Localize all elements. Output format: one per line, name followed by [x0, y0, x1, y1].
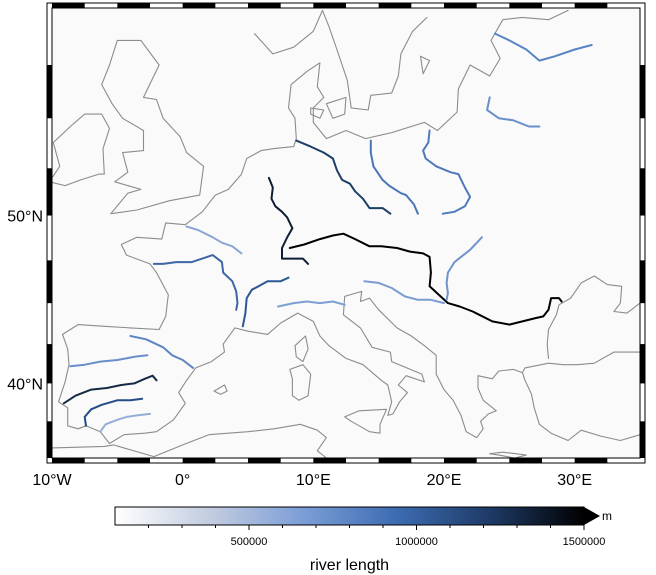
- frame-segment: [509, 458, 542, 463]
- frame-segment: [640, 260, 645, 304]
- y-axis-labels: 40°N 50°N: [7, 209, 43, 394]
- frame-segment: [509, 3, 542, 8]
- river-ebro[interactable]: [129, 335, 195, 369]
- rivers: [62, 32, 593, 433]
- frame-segment: [47, 260, 52, 304]
- river-guadalquivir[interactable]: [99, 412, 151, 433]
- river-daugava[interactable]: [494, 32, 593, 62]
- river-drava-sava[interactable]: [363, 280, 445, 305]
- frame-segment: [248, 3, 281, 8]
- frame-segment: [444, 3, 477, 8]
- river-rhone[interactable]: [241, 276, 290, 328]
- coastline-sardinia: [289, 364, 312, 401]
- river-seine[interactable]: [185, 225, 243, 255]
- colorbar: m 500000 1000000 1500000 river length: [114, 506, 612, 574]
- coastline-adriatic-east-balkans: [521, 367, 526, 374]
- frame-segment: [574, 458, 608, 463]
- x-tick-label: 30°E: [557, 472, 592, 489]
- frame-segment: [47, 168, 52, 216]
- frame-segment: [640, 65, 645, 119]
- river-po[interactable]: [277, 300, 346, 308]
- river-oder[interactable]: [369, 139, 419, 215]
- river-loire[interactable]: [152, 254, 239, 311]
- frame-segment: [640, 168, 645, 216]
- coastline-mediterranean: [222, 290, 641, 442]
- coastline-iberia: [57, 324, 226, 445]
- river-neman[interactable]: [486, 96, 541, 128]
- frame-segment: [313, 458, 346, 463]
- colorbar-extension-triangle: [584, 507, 600, 525]
- river-tagus[interactable]: [62, 374, 158, 405]
- coastlines: [48, 9, 641, 459]
- river-douro[interactable]: [69, 354, 149, 368]
- coastline-scandinavia-south: [253, 9, 428, 111]
- coastline-crete: [489, 451, 527, 459]
- coastline-funen: [310, 107, 325, 119]
- colorbar-gradient: [114, 506, 585, 526]
- coastline-gotland: [419, 55, 431, 75]
- x-tick-label: 20°E: [427, 472, 462, 489]
- frame-segment: [47, 344, 52, 384]
- frame-segment: [182, 458, 216, 463]
- colorbar-title: river length: [310, 557, 389, 574]
- coastline-corsica: [294, 335, 309, 363]
- x-tick-label: 0°: [175, 472, 190, 489]
- colorbar-tick-label: 1500000: [563, 536, 606, 548]
- frame-segment: [248, 458, 281, 463]
- coastline-zealand: [325, 96, 347, 119]
- river-elbe[interactable]: [295, 139, 392, 215]
- x-axis-labels: 10°W 0° 10°E 20°E 30°E: [32, 472, 592, 489]
- y-tick-label: 40°N: [7, 376, 43, 393]
- frame-segment: [47, 421, 52, 458]
- coastline-france-west: [120, 9, 569, 331]
- y-tick-label: 50°N: [7, 209, 43, 226]
- coastline-sicily: [344, 408, 388, 434]
- x-tick-label: 10°E: [296, 472, 331, 489]
- coastline-black-sea-west: [546, 275, 641, 359]
- river-vistula[interactable]: [422, 129, 472, 215]
- coastline-black-sea: [524, 351, 641, 369]
- coastline-balearics: [213, 384, 228, 395]
- frame-segment: [640, 344, 645, 384]
- frame-segment: [378, 458, 412, 463]
- colorbar-tick-label: 500000: [231, 536, 268, 548]
- frame-segment: [52, 3, 85, 8]
- map-frame: [46, 2, 646, 464]
- colorbar-ticks: 500000 1000000 1500000: [148, 525, 606, 548]
- coastline-ireland: [48, 113, 111, 187]
- frame-segment: [117, 458, 150, 463]
- colorbar-unit: m: [602, 509, 612, 523]
- river-rhine[interactable]: [267, 176, 310, 265]
- frame-segment: [640, 421, 645, 458]
- frame-segment: [378, 3, 412, 8]
- river-danube[interactable]: [288, 232, 563, 326]
- frame-segment: [313, 3, 346, 8]
- river-tisza[interactable]: [445, 236, 483, 301]
- coastline-north-africa: [51, 423, 327, 459]
- colorbar-tick-label: 1000000: [395, 536, 438, 548]
- map-area[interactable]: [46, 2, 646, 464]
- frame-segment: [182, 3, 216, 8]
- frame-segment: [117, 3, 150, 8]
- river-guadiana[interactable]: [83, 397, 144, 427]
- frame-segment: [444, 458, 477, 463]
- coastline-great-britain: [101, 39, 205, 215]
- frame-segment: [52, 458, 85, 463]
- x-tick-label: 10°W: [32, 472, 72, 489]
- frame-segment: [47, 65, 52, 119]
- frame-segment: [574, 3, 608, 8]
